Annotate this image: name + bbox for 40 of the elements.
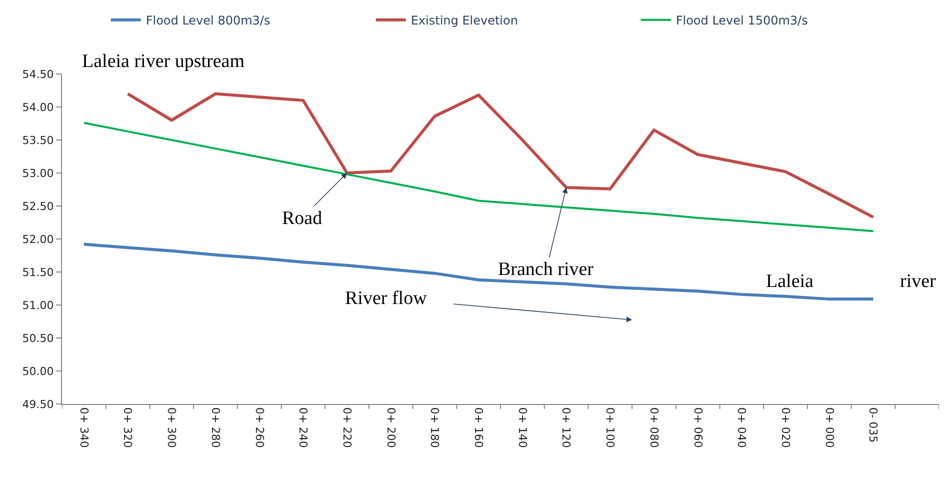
x-tick-label: 0- 035 (866, 407, 880, 443)
y-tick-label: 52.00 (22, 232, 54, 246)
x-tick-label: 0+ 160 (472, 407, 486, 448)
x-tick-label: 0+ 120 (560, 407, 573, 448)
x-tick-label: 0+ 040 (735, 407, 748, 448)
y-tick-label: 54.00 (22, 100, 54, 114)
x-tick-label: 0+ 080 (647, 407, 660, 448)
legend-label: Existing Elevetion (410, 14, 518, 28)
annotation: Branch river (498, 259, 594, 280)
x-tick-label: 0+ 280 (208, 407, 222, 448)
y-tick-label: 54.50 (22, 68, 54, 81)
x-tick-label: 0+ 020 (778, 407, 792, 448)
y-tick-label: 52.50 (22, 200, 54, 213)
annotation: River flow (345, 288, 428, 309)
x-tick-label: 0+ 180 (428, 407, 442, 448)
annotation: Laleia (766, 271, 814, 292)
y-tick-label: 51.50 (22, 266, 54, 279)
x-tick-label: 0+ 340 (77, 407, 90, 448)
y-tick-label: 50.00 (22, 364, 54, 378)
annotation: river (900, 271, 937, 292)
x-tick-label: 0+ 240 (296, 407, 310, 448)
x-tick-label: 0+ 200 (384, 407, 398, 448)
y-tick-label: 51.00 (22, 298, 54, 312)
legend-label: Flood Level 1500m3/s (676, 14, 808, 28)
x-tick-label: 0+ 100 (604, 407, 617, 448)
x-tick-label: 0+ 260 (252, 407, 266, 448)
x-tick-label: 0+ 300 (165, 407, 178, 448)
text: Laleia river upstream (82, 51, 245, 72)
annotation: Road (282, 208, 323, 229)
x-tick-label: 0+ 140 (516, 407, 529, 448)
y-tick-label: 49.50 (22, 398, 54, 411)
x-tick-label: 0+ 000 (822, 407, 836, 448)
legend-label: Flood Level 800m3/s (146, 14, 270, 28)
y-tick-label: 53.00 (22, 166, 54, 180)
y-tick-label: 53.50 (22, 134, 54, 147)
y-tick-label: 50.50 (22, 332, 54, 345)
x-tick-label: 0+ 220 (340, 407, 354, 448)
x-tick-label: 0+ 060 (691, 407, 704, 448)
x-tick-label: 0+ 320 (121, 407, 134, 448)
line-series (82, 122, 874, 232)
